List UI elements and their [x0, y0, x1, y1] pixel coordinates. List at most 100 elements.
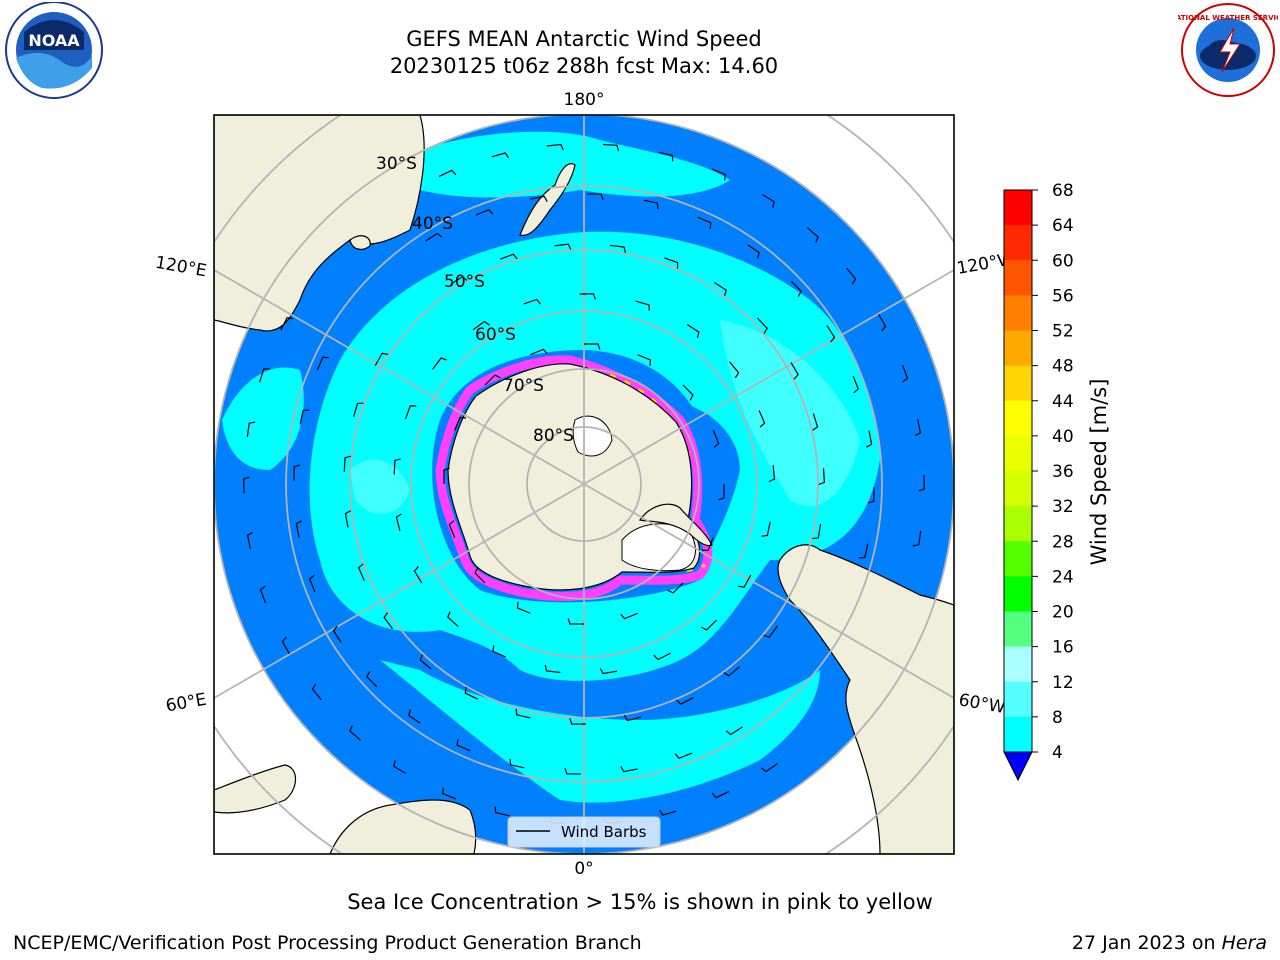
colorbar-tick-label: 20 — [1052, 603, 1074, 623]
antarctic-peninsula — [639, 503, 713, 547]
wind-barb — [454, 416, 467, 431]
wind-barb — [682, 384, 694, 401]
wind-barb — [343, 455, 351, 472]
nws-logo: NATIONAL WEATHER SERVICE — [1178, 3, 1278, 97]
wind-barb — [635, 300, 650, 311]
wind-barb — [718, 484, 725, 501]
wind-barb — [491, 152, 510, 159]
wind-barb — [530, 195, 548, 202]
lat-label-50s: 50°S — [444, 272, 485, 292]
wind-barb — [546, 143, 564, 151]
wind-barb — [620, 612, 638, 620]
wind-barb — [395, 513, 402, 531]
wind-barb — [676, 697, 694, 705]
wind-barb — [584, 343, 601, 350]
wind-barb — [393, 760, 407, 775]
colorbar-segment — [1004, 365, 1032, 402]
colorbar-segment — [1004, 330, 1032, 367]
machine-name: Hera — [1221, 932, 1267, 954]
wind-barb — [246, 421, 256, 438]
lat-label-30s: 30°S — [376, 154, 417, 174]
wind-barb — [432, 357, 447, 370]
wind-barb — [567, 618, 584, 625]
colorbar-tick-label: 40 — [1052, 427, 1074, 447]
wind-barb — [344, 510, 351, 528]
ocean-patch-12-16 — [350, 459, 410, 514]
wind-barbs — [243, 143, 925, 825]
wind-barb — [664, 257, 679, 269]
wind-barb — [701, 537, 714, 552]
wind-barb — [623, 714, 642, 722]
map-subtitle: 20230125 t06z 288h fcst Max: 14.60 — [389, 54, 779, 78]
wind-barb — [442, 787, 457, 800]
wind-barb — [599, 668, 618, 675]
map-frame — [213, 114, 955, 855]
wind-barb — [523, 298, 541, 305]
colorbar-tick-label: 64 — [1052, 216, 1074, 236]
lon-label-120e: 120°E — [154, 253, 208, 282]
wind-barb — [667, 582, 684, 594]
map-title: GEFS MEAN Antarctic Wind Speed — [406, 27, 762, 51]
wind-barb — [494, 806, 510, 817]
lon-label-0: 0° — [574, 859, 593, 879]
wind-barb — [492, 645, 507, 658]
wind-barb — [246, 531, 254, 550]
wind-barb — [456, 739, 471, 752]
wind-barb — [807, 227, 819, 243]
land-australia — [214, 115, 425, 332]
wind-barb — [448, 520, 456, 538]
wind-barb — [544, 664, 561, 674]
wind-barb — [637, 354, 652, 367]
lat-label-70s: 70°S — [503, 376, 544, 396]
wind-barb — [353, 402, 364, 417]
wind-barb — [738, 574, 752, 588]
noaa-logo-text: NOAA — [28, 31, 80, 50]
legend-label: Wind Barbs — [561, 823, 647, 841]
wind-barb — [912, 530, 922, 547]
colorbar-segment — [1004, 576, 1032, 612]
colorbar-tick-label: 4 — [1052, 743, 1063, 763]
wind-barb — [756, 317, 768, 334]
wind-barb — [516, 601, 531, 614]
colorbar-segment — [1004, 225, 1032, 261]
colorbar-segment — [1004, 190, 1032, 226]
lat-label-60s: 60°S — [475, 325, 516, 345]
wind-barb — [867, 487, 875, 504]
wind-barb — [653, 652, 671, 661]
wind-barb — [711, 168, 726, 181]
wind-barb — [419, 654, 432, 670]
colorbar-tick-label: 32 — [1052, 497, 1074, 517]
wind-barb — [308, 574, 316, 593]
land-new-zealand — [519, 163, 576, 236]
date-text: 27 Jan 2023 on — [1071, 932, 1216, 954]
colorbar-tick-label: 12 — [1052, 673, 1074, 693]
colorbar-tick-label: 36 — [1052, 462, 1074, 482]
wind-barb — [610, 244, 626, 253]
wind-barb — [866, 430, 873, 448]
wind-barb — [918, 474, 925, 492]
wind-barb — [686, 323, 700, 339]
wind-barb — [554, 243, 572, 250]
wind-barb — [259, 368, 270, 383]
wind-barb — [658, 809, 677, 816]
wind-barb — [790, 280, 802, 297]
wind-barb — [281, 636, 290, 655]
wind-barb — [674, 752, 693, 760]
lon-label-60w: 60°W — [957, 690, 1007, 718]
wind-barb — [790, 362, 799, 380]
wind-barb — [349, 725, 361, 741]
ocean-patch-12-16 — [720, 320, 860, 507]
colorbar-segment — [1004, 681, 1032, 718]
wind-barb — [701, 619, 718, 631]
wind-barb — [530, 348, 548, 356]
lon-label-60e: 60°E — [164, 690, 208, 717]
wind-barb — [579, 293, 596, 300]
wind-barb — [602, 143, 620, 152]
wind-barb — [711, 791, 730, 799]
wind-barb — [295, 520, 302, 538]
wind-barb — [901, 364, 909, 383]
lat-label-40s: 40°S — [412, 214, 453, 234]
wind-barb — [846, 267, 857, 285]
wind-barb — [858, 543, 869, 559]
wind-barb — [443, 467, 450, 484]
